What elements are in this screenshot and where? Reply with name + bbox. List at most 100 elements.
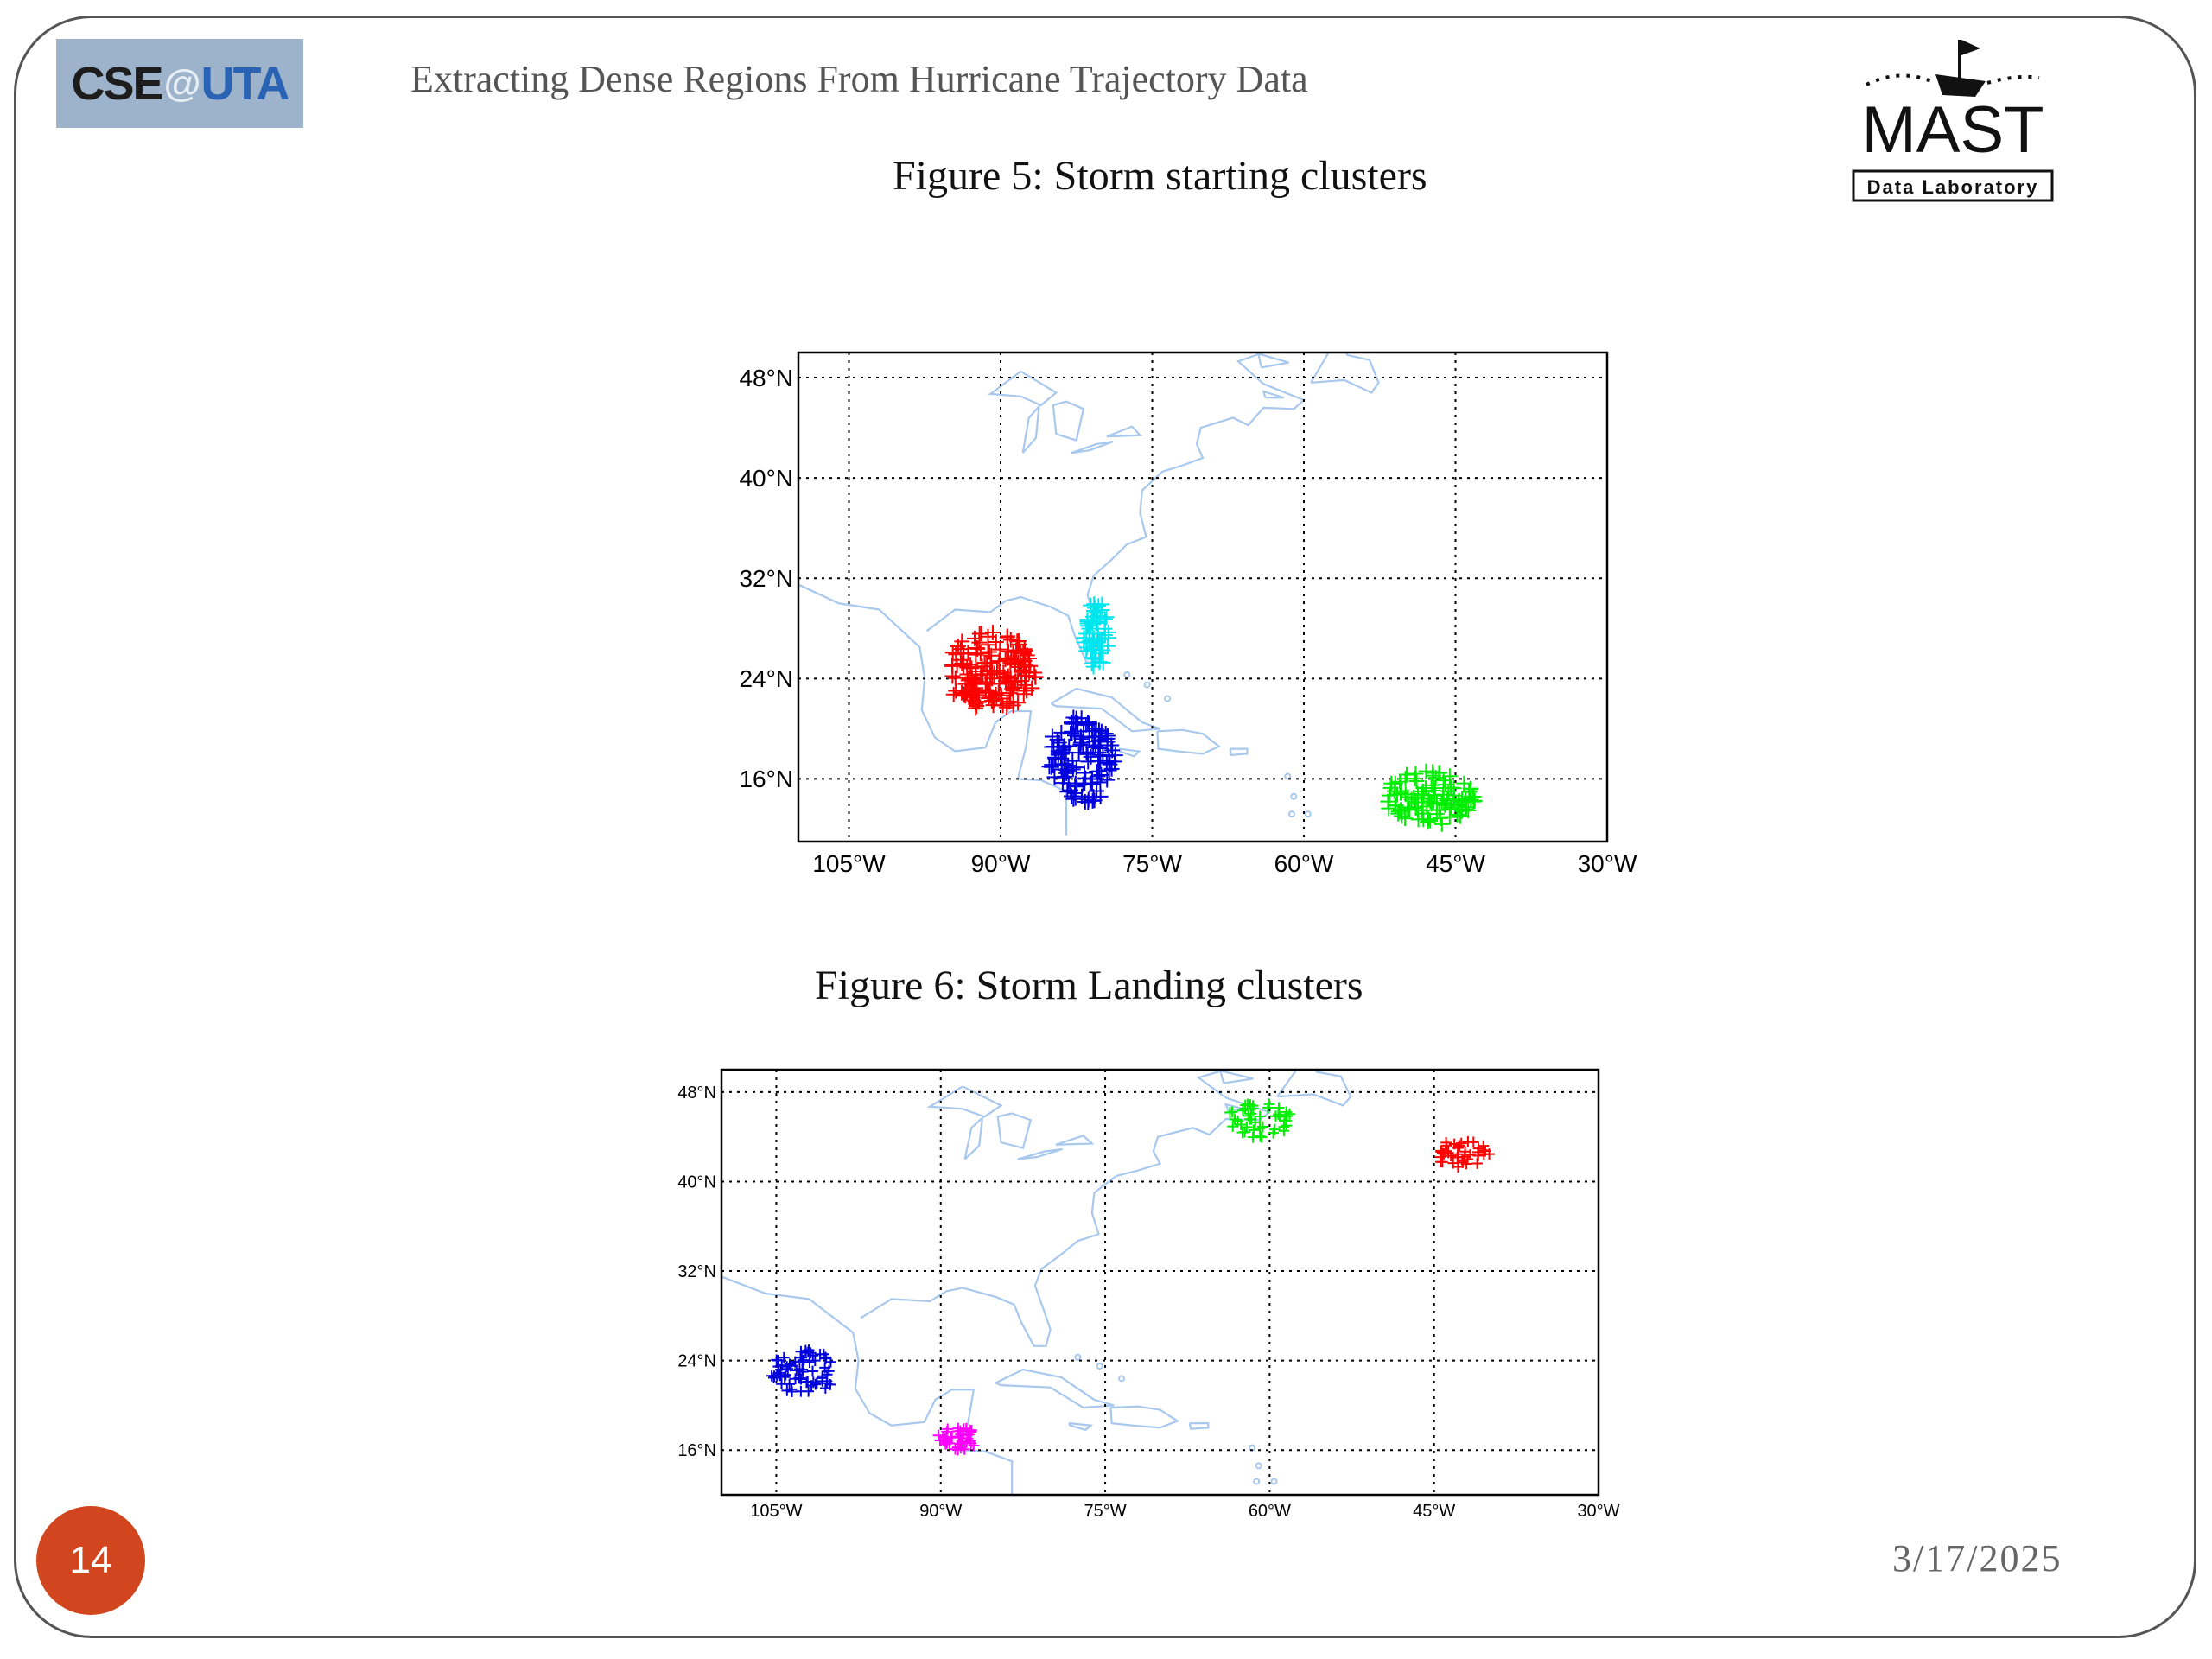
cluster-point (992, 641, 1008, 658)
cluster-point (804, 1357, 816, 1368)
cluster-point (1462, 1154, 1473, 1165)
cluster-point (1077, 775, 1093, 791)
cluster-point (969, 639, 985, 656)
cluster-point (1467, 1136, 1479, 1148)
cluster-point (1086, 734, 1103, 750)
cluster-point (1098, 755, 1115, 771)
x-tick-label: 105°W (812, 850, 886, 877)
cluster-point (1431, 802, 1447, 818)
cluster-point (1270, 1110, 1281, 1122)
cluster-point (810, 1378, 822, 1390)
cluster-point (1435, 772, 1452, 789)
islet (1287, 810, 1295, 818)
cluster-point (973, 667, 989, 683)
islet (1255, 1462, 1262, 1470)
cluster-point (1076, 723, 1091, 740)
coastline (1055, 1135, 1095, 1146)
cluster-point (1101, 624, 1116, 640)
cluster-point (1065, 753, 1081, 769)
cluster-point (1232, 1115, 1244, 1127)
coastline (926, 1085, 1003, 1118)
cluster-point (1083, 641, 1099, 658)
cluster-point (1078, 626, 1095, 642)
cluster-point (1268, 1123, 1281, 1135)
islet (1253, 1478, 1261, 1485)
cluster-series-2 (1041, 709, 1123, 810)
cluster-point (989, 663, 1005, 678)
coastline (1156, 728, 1221, 755)
cluster-point (1443, 779, 1459, 796)
coastline (1188, 1422, 1210, 1430)
cluster-point (1281, 1120, 1293, 1132)
cluster-point (964, 682, 981, 698)
cluster-point (1432, 765, 1447, 781)
coastline (1068, 1422, 1094, 1432)
y-tick-label: 40°N (677, 1173, 716, 1192)
cluster-point (1257, 1121, 1268, 1133)
mast-ship-icon (1936, 74, 1986, 97)
cluster-point (1041, 759, 1058, 775)
cluster-point (1017, 677, 1033, 693)
islet (1143, 681, 1151, 689)
cluster-point (1423, 796, 1440, 812)
cluster-point (1019, 647, 1035, 664)
figure-5-map: 105°W 90°W 75°W 60°W 45°W 30°W 16°N 24°N 32°N 40°… (739, 351, 1637, 877)
cluster-point (1007, 652, 1023, 669)
cluster-point (1471, 1158, 1484, 1169)
coastline (1106, 425, 1142, 438)
slide-date: 3/17/2025 (1892, 1537, 2063, 1580)
y-tick-label: 32°N (677, 1262, 716, 1281)
cluster-point (966, 1425, 977, 1436)
cluster-point (1484, 1148, 1495, 1160)
cluster-point (1079, 615, 1096, 632)
plot-frame (720, 1068, 1600, 1497)
cluster-series-3 (932, 1422, 980, 1456)
logo-at-text: @ (163, 61, 201, 105)
islet (1270, 1478, 1278, 1485)
islet (1096, 1363, 1103, 1370)
coastline (1071, 440, 1114, 454)
islet (1284, 772, 1292, 780)
cluster-point (1073, 731, 1090, 747)
cluster-point (951, 1441, 963, 1453)
cluster-point (1245, 1103, 1257, 1116)
cluster-point (1393, 783, 1409, 799)
cluster-point (981, 690, 997, 706)
cluster-point (1080, 794, 1096, 810)
coastline (1262, 390, 1284, 399)
cluster-point (1254, 1110, 1266, 1122)
cluster-point (1092, 788, 1109, 804)
slide-number-badge: 14 (36, 1506, 145, 1615)
cluster-point (932, 1429, 944, 1441)
coastline (996, 1112, 1033, 1149)
cluster-point (1452, 808, 1468, 824)
cluster-point (950, 1443, 961, 1455)
cluster-point (1249, 1116, 1261, 1128)
logo-cse-text: CSE (71, 57, 164, 110)
cluster-point (1407, 771, 1423, 787)
cluster-point (1433, 795, 1450, 811)
cluster-series-0 (1224, 1098, 1295, 1143)
cluster-point (968, 696, 984, 712)
coastline (1050, 687, 1161, 733)
cluster-point (984, 625, 1001, 640)
cluster-point (1080, 753, 1096, 770)
cluster-point (1456, 775, 1472, 791)
cluster-point (803, 1385, 815, 1397)
cluster-point (1445, 1150, 1457, 1162)
cluster-point (952, 1422, 964, 1434)
cse-uta-logo: CSE @ UTA (56, 39, 303, 128)
islet (1123, 671, 1131, 678)
cluster-point (1001, 694, 1018, 710)
cluster-point (1422, 793, 1439, 810)
cluster-point (1069, 779, 1085, 795)
x-tick-label: 90°W (919, 1502, 962, 1521)
cluster-point (941, 1437, 953, 1449)
coastline (1218, 1070, 1254, 1084)
cluster-point (1428, 806, 1445, 823)
cluster-point (945, 686, 962, 702)
plot-area (798, 353, 1607, 842)
cluster-point (1447, 1157, 1459, 1169)
cluster-point (1092, 774, 1109, 791)
cluster-point (1472, 1142, 1484, 1154)
